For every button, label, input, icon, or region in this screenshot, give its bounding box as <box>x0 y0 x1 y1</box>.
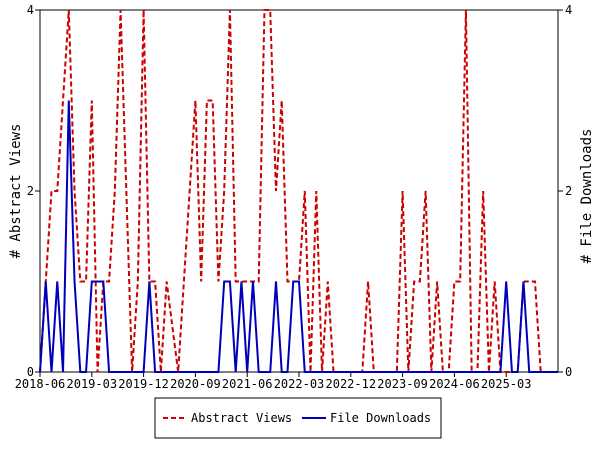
x-tick-label: 2023-09 <box>377 377 428 391</box>
y-left-axis-title: # Abstract Views <box>8 124 24 259</box>
x-tick-label: 2019-03 <box>67 377 118 391</box>
y-right-tick-label: 2 <box>565 184 572 198</box>
x-tick-label: 2020-09 <box>170 377 221 391</box>
series-line-file-downloads <box>39 100 558 373</box>
x-tick-label: 2021-06 <box>222 377 273 391</box>
legend-box <box>154 397 442 439</box>
legend-label-file-downloads: File Downloads <box>330 411 431 425</box>
axis-ticks: 0 0 2 2 4 4 2018-06 2019-03 2019-12 2020-09 2021-0… <box>15 3 573 391</box>
legend: Abstract Views File Downloads <box>154 397 442 439</box>
y-left-tick-label: 2 <box>27 184 34 198</box>
y-right-axis-title: # File Downloads <box>579 129 595 264</box>
y-right-tick-label: 4 <box>565 3 572 17</box>
x-tick-label: 2019-12 <box>118 377 169 391</box>
plot-area-frame <box>39 9 559 373</box>
x-tick-label: 2022-03 <box>274 377 325 391</box>
series-line-abstract-views <box>39 9 558 373</box>
y-right-tick-label: 0 <box>565 365 572 379</box>
series-layer <box>39 9 558 373</box>
y-left-tick-label: 0 <box>27 365 34 379</box>
x-tick-label: 2018-06 <box>15 377 66 391</box>
x-tick-label: 2025-03 <box>481 377 532 391</box>
x-tick-label: 2024-06 <box>429 377 480 391</box>
x-tick-label: 2022-12 <box>326 377 377 391</box>
y-left-tick-label: 4 <box>27 3 34 17</box>
legend-label-abstract-views: Abstract Views <box>191 411 292 425</box>
